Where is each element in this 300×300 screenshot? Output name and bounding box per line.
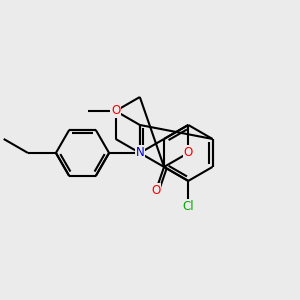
Text: O: O bbox=[184, 146, 193, 159]
Text: O: O bbox=[151, 184, 160, 197]
Text: Cl: Cl bbox=[182, 200, 194, 213]
Text: O: O bbox=[111, 104, 120, 118]
Text: N: N bbox=[136, 146, 144, 159]
